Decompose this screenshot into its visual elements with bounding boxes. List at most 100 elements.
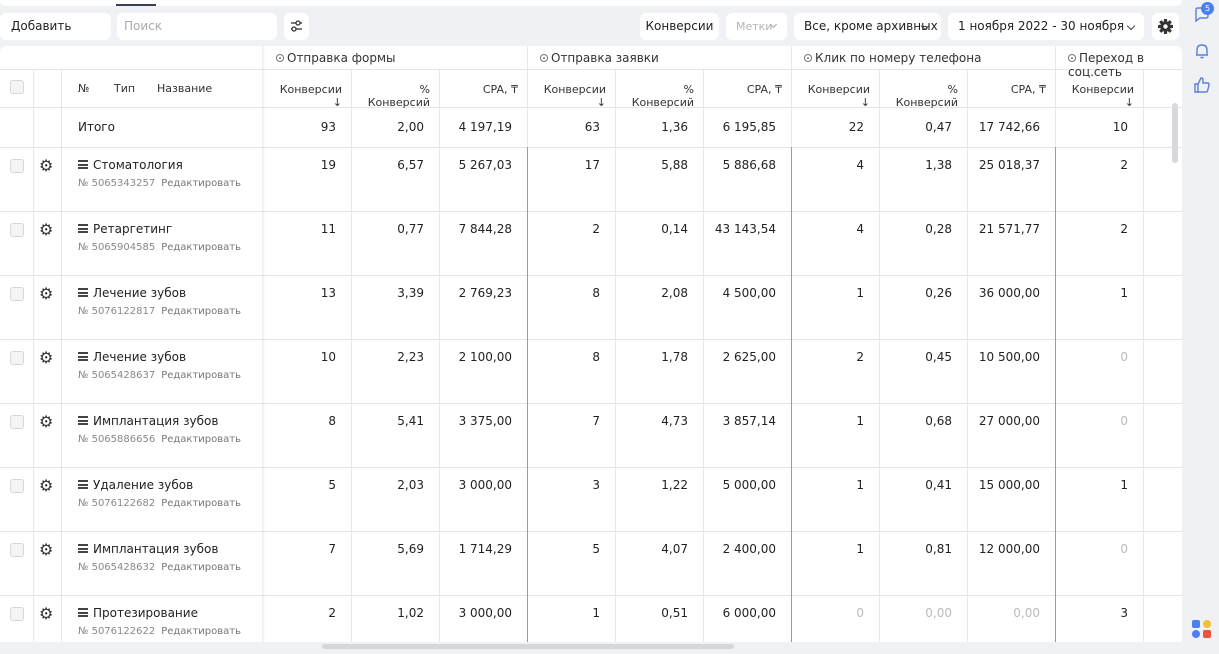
horizontal-scrollbar[interactable] [322,644,734,649]
edit-link[interactable]: Редактировать [161,242,241,253]
row-checkbox[interactable] [10,351,24,365]
metric-value: 13 [320,286,336,300]
header-conversions[interactable]: Конверсии ↓ [807,83,870,109]
metric-value: 2 [328,606,336,620]
goal-group-label: Клик по номеру телефона [815,51,982,65]
row-gear-icon[interactable]: ⚙ [39,476,54,495]
metric-value: 5,69 [397,542,424,556]
search-input[interactable]: Поиск [117,13,277,40]
thumbs-up-icon[interactable] [1193,76,1211,94]
metric-value: 1,22 [661,478,688,492]
vertical-scrollbar[interactable] [1172,103,1178,163]
row-gear-icon[interactable]: ⚙ [39,412,54,431]
metric-value: 0 [856,606,864,620]
column-settings-button[interactable] [284,13,309,40]
header-conversions[interactable]: Конверсии ↓ [1071,83,1134,109]
group-divider [527,46,528,147]
metric-value: 0 [1120,542,1128,556]
metric-value: 1,02 [397,606,424,620]
header-conversion-rate[interactable]: % Конверсий [631,83,694,109]
header-conversions[interactable]: Конверсии ↓ [543,83,606,109]
campaign-name[interactable]: Ретаргетинг [78,222,172,236]
metric-value: 5 [328,478,336,492]
metric-value: 0,14 [661,222,688,236]
metric-value: 5 267,03 [458,158,512,172]
goal-group-title: Отправка заявки [540,51,659,65]
header-conversion-rate[interactable]: % Конверсий [895,83,958,109]
metric-value: 0 [1120,350,1128,364]
campaign-name[interactable]: Имплантация зубов [78,542,218,556]
campaign-type-icon [78,416,88,425]
metric-value: 6,57 [397,158,424,172]
row-checkbox[interactable] [10,479,24,493]
goal-group-title: Клик по номеру телефона [804,51,981,65]
conversions-button[interactable]: Конверсии [640,13,719,40]
metric-value: 1 [1120,286,1128,300]
header-cpa[interactable]: CPA, ₸ [482,83,518,96]
header-conversions[interactable]: Конверсии ↓ [279,83,342,109]
campaign-name[interactable]: Удаление зубов [78,478,193,492]
edit-link[interactable]: Редактировать [161,498,241,509]
total-value: 93 [320,120,336,134]
bell-icon[interactable] [1193,42,1211,60]
metric-value: 5 000,00 [722,478,776,492]
metric-value: 1 [856,478,864,492]
campaign-name[interactable]: Имплантация зубов [78,414,218,428]
header-name[interactable]: Название [157,82,213,95]
edit-link[interactable]: Редактировать [161,626,241,637]
header-cpa[interactable]: CPA, ₸ [746,83,782,96]
header-conversion-rate[interactable]: % Конверсий [367,83,430,109]
metric-value: 2 [856,350,864,364]
goal-group-title: Отправка формы [276,51,396,65]
row-gear-icon[interactable]: ⚙ [39,156,54,175]
campaign-name[interactable]: Лечение зубов [78,286,186,300]
metric-value: 1 [1120,478,1128,492]
tags-dropdown[interactable]: Метки [726,13,787,40]
metric-value: 8 [592,350,600,364]
total-value: 2,00 [397,120,424,134]
edit-link[interactable]: Редактировать [161,178,241,189]
header-cpa[interactable]: CPA, ₸ [1010,83,1046,96]
row-checkbox[interactable] [10,415,24,429]
metric-value: 2,23 [397,350,424,364]
chat-icon[interactable] [1193,6,1211,24]
date-range-picker[interactable]: 1 ноября 2022 - 30 ноября 2022 [948,13,1144,60]
edit-link[interactable]: Редактировать [161,434,241,445]
edit-link[interactable]: Редактировать [161,306,241,317]
row-checkbox[interactable] [10,159,24,173]
row-checkbox[interactable] [10,223,24,237]
target-icon [1068,54,1076,62]
campaign-name[interactable]: Лечение зубов [78,350,186,364]
edit-link[interactable]: Редактировать [161,562,241,573]
campaign-name[interactable]: Протезирование [78,606,198,620]
settings-button[interactable] [1152,13,1179,40]
row-checkbox[interactable] [10,543,24,557]
row-gear-icon[interactable]: ⚙ [39,220,54,239]
row-gear-icon[interactable]: ⚙ [39,348,54,367]
sliders-icon [291,20,302,32]
select-all-checkbox[interactable] [10,80,24,94]
campaign-name[interactable]: Стоматология [78,158,183,172]
gear-icon [1158,19,1173,34]
metric-value: 4,07 [661,542,688,556]
status-dropdown[interactable]: Все, кроме архивных [794,13,941,40]
campaign-type-icon [78,608,88,617]
apps-logo-icon[interactable] [1191,619,1213,639]
header-num[interactable]: № [78,82,90,95]
campaign-type-icon [78,224,88,233]
metric-value: 8 [592,286,600,300]
total-value: 63 [584,120,600,134]
row-gear-icon[interactable]: ⚙ [39,284,54,303]
row-gear-icon[interactable]: ⚙ [39,604,54,623]
header-type[interactable]: Тип [114,82,136,95]
row-gear-icon[interactable]: ⚙ [39,540,54,559]
campaign-name-label: Лечение зубов [93,350,187,364]
row-checkbox[interactable] [10,607,24,621]
metric-value: 5 [592,542,600,556]
row-checkbox[interactable] [10,287,24,301]
edit-link[interactable]: Редактировать [161,370,241,381]
metric-value: 2,08 [661,286,688,300]
group-divider-strong [527,147,528,642]
metric-value: 1 [856,286,864,300]
add-group-button[interactable]: Добавить группу [0,13,111,60]
